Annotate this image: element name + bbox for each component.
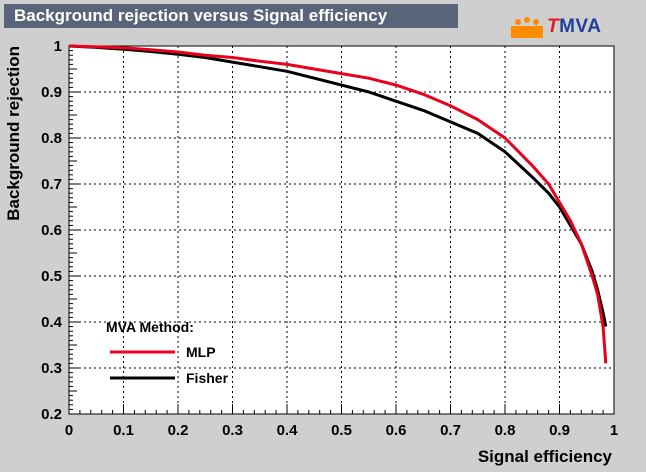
x-tick-label: 1 — [610, 422, 618, 439]
x-tick-label: 0.8 — [495, 422, 516, 439]
y-tick-label: 0.5 — [41, 268, 62, 285]
logo-letter-t: T — [547, 16, 560, 37]
y-tick-label: 1 — [54, 38, 62, 55]
chart-title: Background rejection versus Signal effic… — [4, 4, 458, 28]
y-tick-label: 0.8 — [41, 130, 62, 147]
y-axis-title: Background rejection — [4, 46, 23, 221]
tmva-logo: TMVA — [509, 14, 615, 40]
legend-header: MVA Method: — [106, 319, 194, 335]
x-tick-label: 0.1 — [113, 422, 134, 439]
y-tick-label: 0.7 — [41, 176, 62, 193]
legend: MVA Method: MLP Fisher — [106, 319, 229, 386]
x-tick-labels: 0 0.1 0.2 0.3 0.4 0.5 0.6 0.7 0.8 0.9 1 — [65, 422, 618, 439]
legend-label-fisher: Fisher — [186, 370, 229, 386]
grid-lines — [69, 46, 614, 414]
series-line-mlp — [68, 44, 608, 364]
logo-emblem-icon — [511, 17, 543, 38]
x-tick-label: 0 — [65, 422, 73, 439]
y-tick-labels: 0.2 0.3 0.4 0.5 0.6 0.7 0.8 0.9 1 — [41, 38, 63, 423]
y-tick-label: 0.6 — [41, 222, 62, 239]
x-tick-label: 0.6 — [386, 422, 407, 439]
y-tick-label: 0.9 — [41, 84, 62, 101]
axis-ticks — [68, 45, 615, 415]
roc-curves — [68, 44, 608, 364]
logo-letters-mva: MVA — [559, 16, 602, 37]
x-tick-label: 0.3 — [222, 422, 243, 439]
y-tick-label: 0.4 — [41, 314, 63, 331]
x-tick-label: 0.4 — [277, 422, 299, 439]
x-axis-title: Signal efficiency — [478, 447, 613, 466]
x-tick-label: 0.9 — [549, 422, 570, 439]
x-tick-label: 0.7 — [440, 422, 461, 439]
x-tick-label: 0.5 — [331, 422, 352, 439]
legend-label-mlp: MLP — [186, 344, 216, 360]
x-tick-label: 0.2 — [168, 422, 189, 439]
y-tick-label: 0.2 — [41, 406, 62, 423]
y-tick-label: 0.3 — [41, 360, 62, 377]
